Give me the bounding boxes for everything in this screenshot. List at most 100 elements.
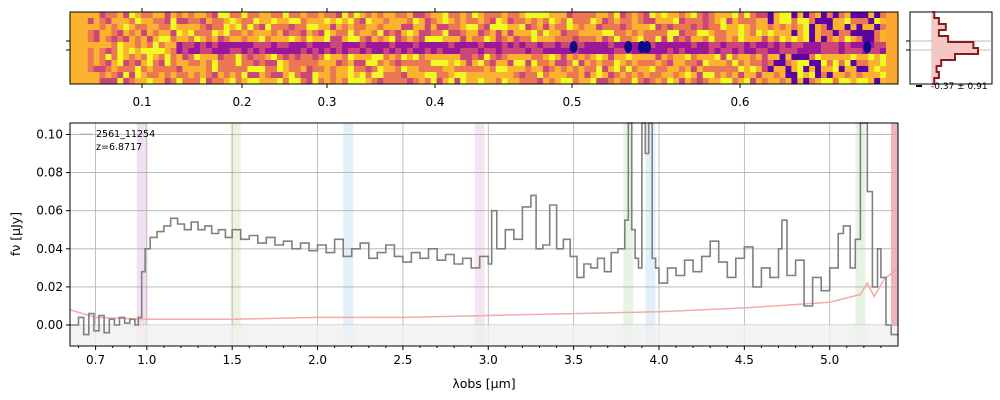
heatmap-cell [596, 36, 603, 43]
heatmap-cell [501, 12, 508, 19]
heatmap-cell [377, 12, 384, 19]
heatmap-cell [619, 66, 627, 73]
heatmap-cell [288, 54, 296, 61]
heatmap-cell [282, 66, 290, 73]
heatmap-cell [844, 48, 851, 55]
heatmap-cell [856, 54, 863, 61]
heatmap-cell [702, 18, 710, 25]
heatmap-cell [407, 78, 414, 85]
heatmap-cell [466, 48, 473, 55]
heatmap-cell [803, 12, 810, 19]
heatmap-cell [235, 30, 242, 37]
heatmap-cell [531, 12, 538, 19]
heatmap-cell [673, 18, 680, 25]
heatmap-cell [797, 60, 804, 67]
heatmap-cell [803, 42, 810, 49]
heatmap-cell [809, 18, 816, 25]
y-axis-label: fν [μJy] [8, 212, 23, 256]
heatmap-cell [862, 54, 869, 61]
heatmap-cell [832, 30, 840, 37]
heatmap-cell [424, 18, 432, 25]
heatmap-cell [164, 12, 171, 19]
heatmap-cell [265, 60, 272, 67]
heatmap-cell [809, 36, 816, 43]
heatmap-cell [300, 42, 307, 49]
heatmap-cell [129, 36, 136, 43]
heatmap-cell [401, 60, 408, 67]
heatmap-cell [755, 12, 763, 19]
heatmap-cell [336, 42, 343, 49]
heatmap-cell [342, 36, 349, 43]
heatmap-cell [111, 24, 118, 31]
heatmap-cell [655, 18, 662, 25]
heatmap-cell [111, 18, 118, 25]
heatmap-cell [105, 18, 112, 25]
heatmap-cell [300, 66, 307, 73]
heatmap-cell [738, 18, 745, 25]
heatmap-cell [87, 54, 95, 61]
x-tick-label: 3.5 [564, 353, 583, 367]
heatmap-cell [265, 30, 272, 37]
heatmap-cell [424, 48, 432, 55]
heatmap-cell [282, 18, 290, 25]
heatmap-cell [868, 72, 875, 79]
heatmap-cell [874, 78, 881, 85]
heatmap-cell [779, 24, 786, 31]
heatmap-cell [342, 72, 349, 79]
heatmap-cell [241, 24, 248, 31]
heatmap-cell [755, 42, 763, 49]
heatmap-cell [791, 30, 798, 37]
heatmap-cell [513, 72, 520, 79]
heatmap-cell [436, 78, 443, 85]
heatmap-cell [223, 60, 231, 67]
heatmap-cell [850, 78, 857, 85]
heatmap-cell [412, 30, 420, 37]
heatmap-cell [720, 54, 727, 61]
heatmap-cell [188, 30, 195, 37]
heatmap-cell [519, 66, 526, 73]
heatmap-cell [696, 54, 704, 61]
heatmap-cell [81, 30, 89, 37]
heatmap-cell [206, 30, 213, 37]
heatmap-cell [560, 42, 568, 49]
heatmap-cell [631, 36, 639, 43]
heatmap-cell [537, 24, 544, 31]
heatmap-cell [690, 42, 698, 49]
heatmap-cell [537, 54, 544, 61]
heatmap-cell [608, 30, 615, 37]
spectrum-2d-tick-label: 0.6 [730, 95, 749, 109]
heatmap-cell [631, 72, 639, 79]
uncertainty-series [69, 267, 899, 321]
heatmap-cell [448, 30, 455, 37]
heatmap-cell [554, 66, 562, 73]
heatmap-cell [454, 30, 461, 37]
heatmap-cell [200, 72, 207, 79]
heatmap-cell [312, 48, 319, 55]
heatmap-cell [815, 18, 822, 25]
heatmap-cell [336, 30, 343, 37]
heatmap-cell [572, 24, 579, 31]
heatmap-cell [655, 30, 662, 37]
heatmap-cell [489, 48, 497, 55]
heatmap-cell [767, 12, 775, 19]
heatmap-cell [531, 66, 538, 73]
heatmap-cell [755, 60, 763, 67]
heatmap-cell [170, 72, 177, 79]
heatmap-cell [253, 18, 260, 25]
heatmap-cell [761, 60, 769, 67]
heatmap-cell [194, 42, 201, 49]
heatmap-cell [353, 42, 361, 49]
heatmap-cell [271, 78, 278, 85]
heatmap-cell [495, 66, 503, 73]
heatmap-cell [868, 18, 875, 25]
heatmap-cell [336, 78, 343, 85]
heatmap-cell [507, 54, 514, 61]
heatmap-cell [436, 42, 443, 49]
heatmap-cell [880, 72, 887, 79]
heatmap-cell [655, 66, 662, 73]
heatmap-cell [631, 42, 639, 49]
heatmap-cell [560, 54, 568, 61]
heatmap-cell [140, 72, 148, 79]
heatmap-cell [880, 12, 887, 19]
heatmap-cell [667, 60, 674, 67]
